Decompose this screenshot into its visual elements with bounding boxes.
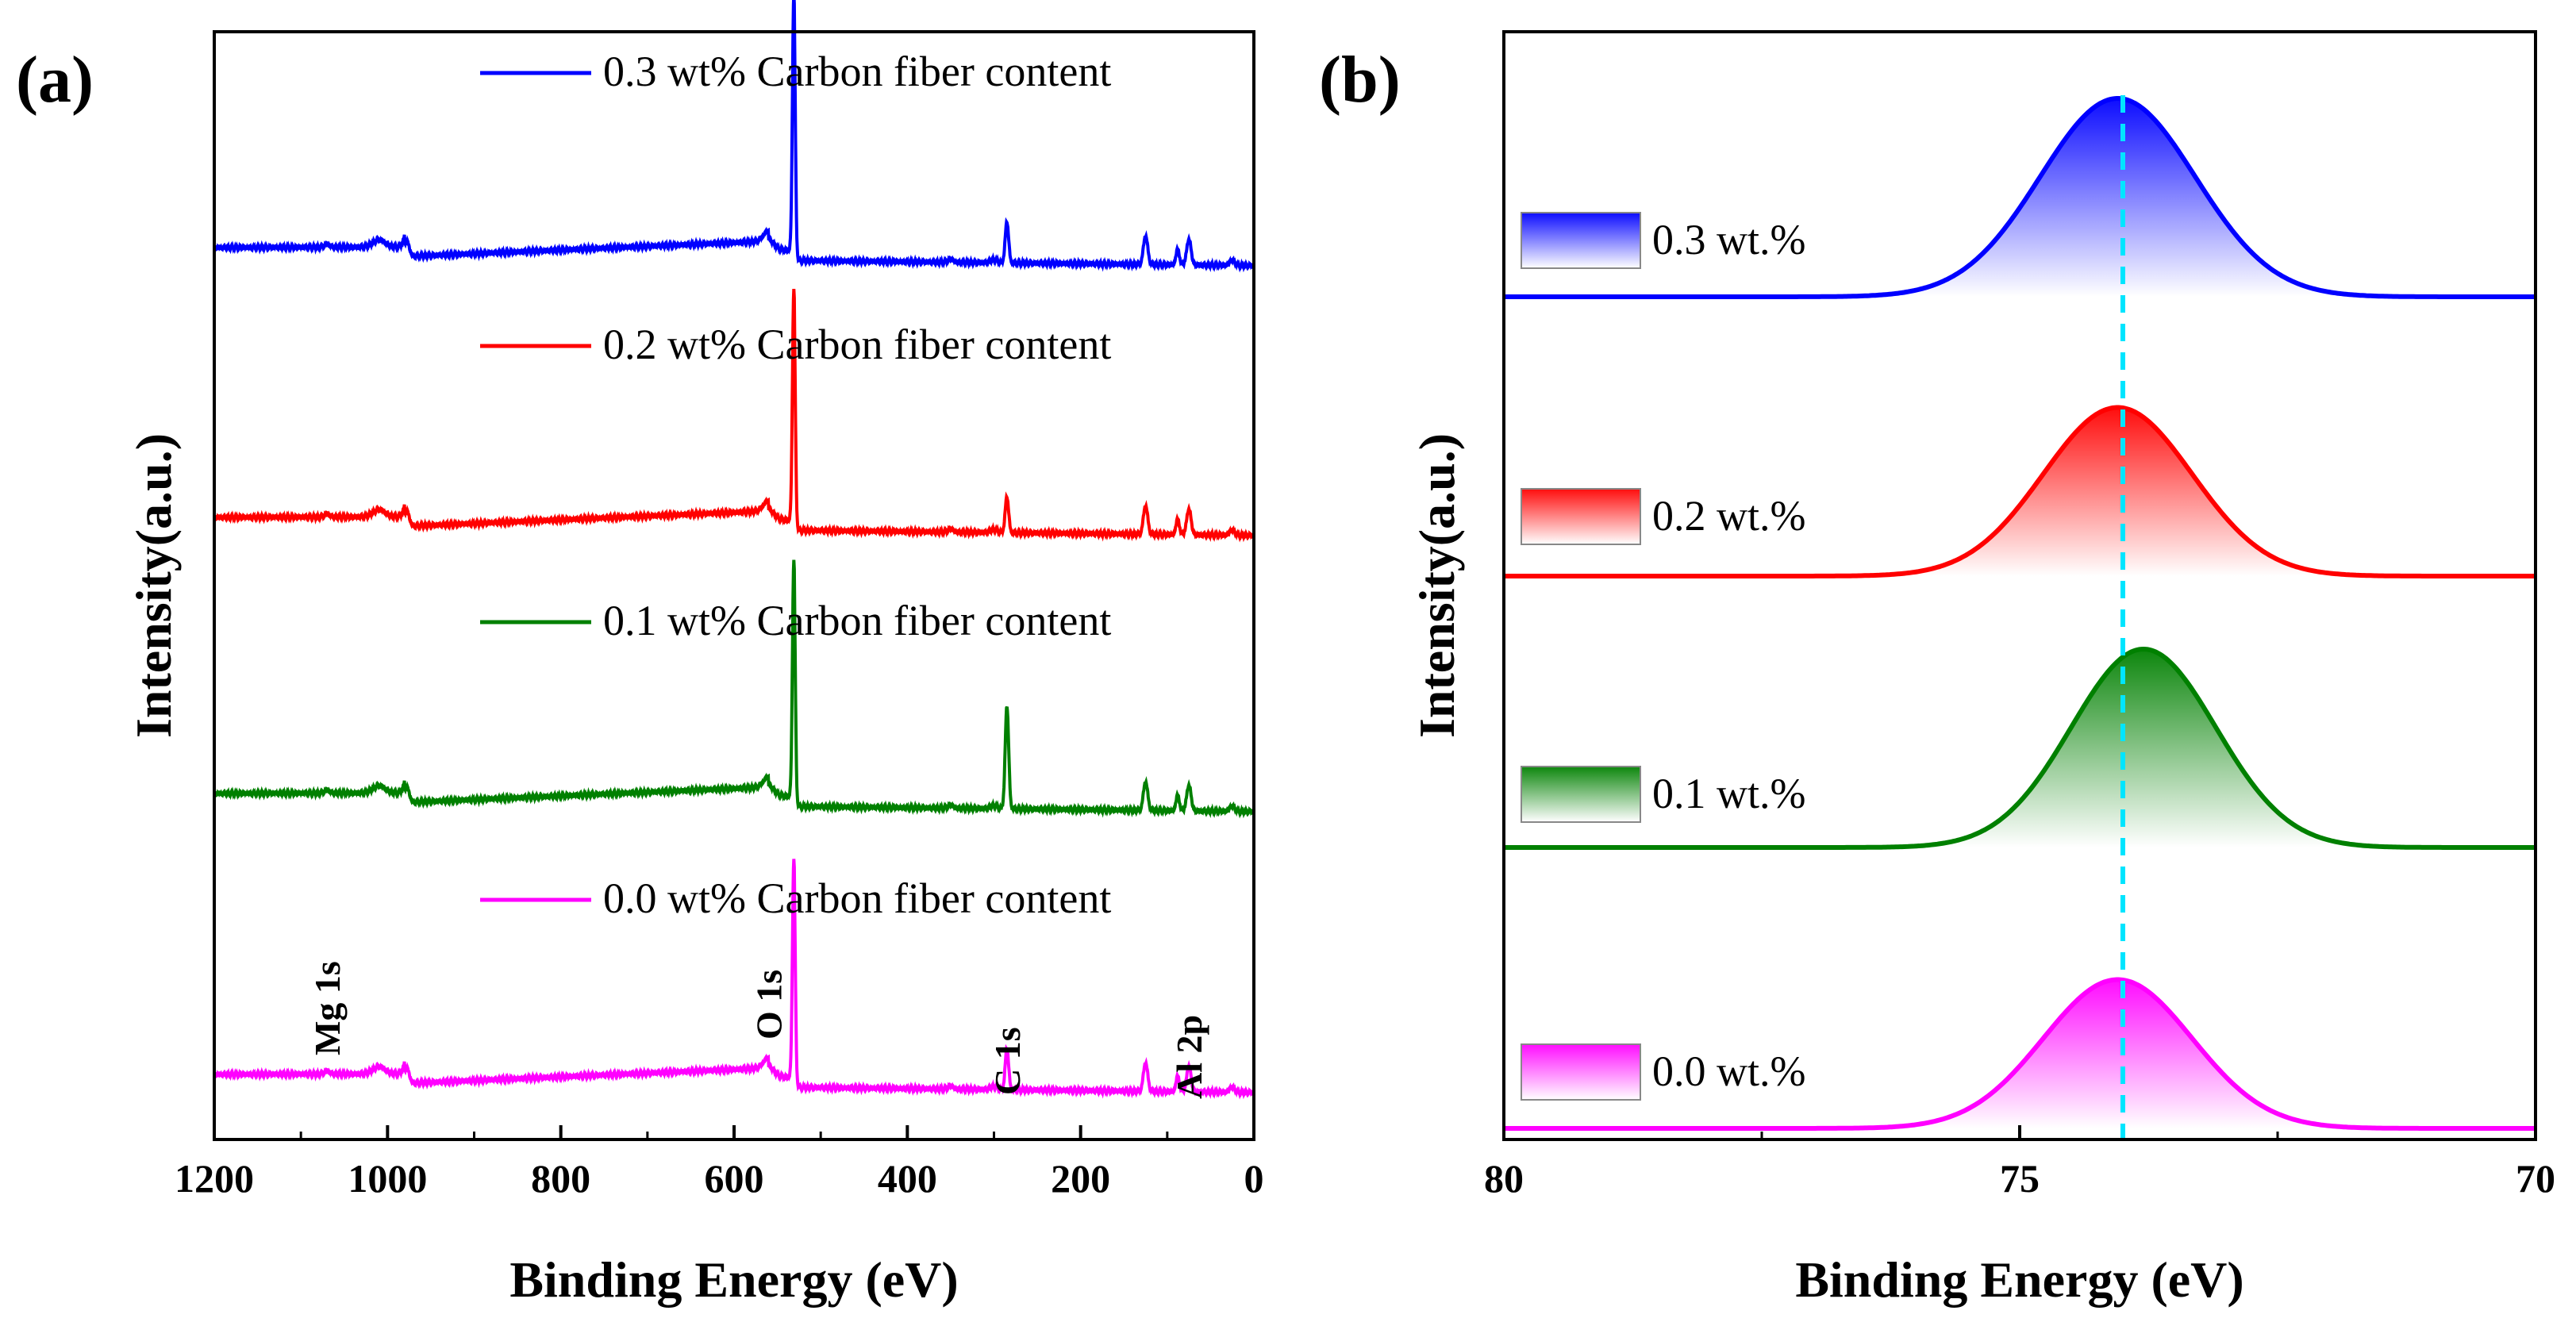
panel-a-y-axis-title: Intensity(a.u.): [125, 433, 182, 738]
peak-label-c-1s: C 1s: [987, 1027, 1028, 1095]
peak-label-mg-1s: Mg 1s: [307, 961, 348, 1055]
legend-swatch-0-2-wt: [1521, 488, 1641, 545]
legend-label-0-2-wt-carbon-fiber-content: 0.2 wt% Carbon fiber content: [603, 321, 1111, 368]
x-tick-label-70: 70: [2516, 1156, 2555, 1201]
panel-b-legend: 0.3 wt.% 0.2 wt.% 0.1 wt.% 0.0 wt.%: [1521, 212, 1805, 1101]
panel-b-x-ticks: 80 75 70: [1484, 1125, 2555, 1201]
panel-b-label: (b): [1319, 43, 1401, 117]
panel-b-frame: [1502, 30, 2537, 1141]
panel-b-traces: [1504, 96, 2536, 1131]
peak-trace-0-0-wt: [1504, 977, 2536, 1131]
legend-label-0-3-wt: 0.3 wt.%: [1652, 216, 1805, 263]
panel-a-frame: [213, 30, 1255, 1141]
legend-label-0-1-wt-carbon-fiber-content: 0.1 wt% Carbon fiber content: [603, 597, 1111, 644]
legend-swatch-0-1-wt: [1521, 766, 1641, 823]
panel-a-label: (a): [16, 43, 94, 117]
panel-a: (a) 0.3 wt% Carbon fiber content 0.2 wt% …: [16, 0, 1264, 1308]
legend-swatch-0-3-wt: [1521, 212, 1641, 269]
panel-a-x-ticks: 1200 1000 800 600 400 200 0: [175, 1125, 1264, 1201]
survey-trace-0-2-wt-carbon-fiber-content: [213, 288, 1255, 543]
peak-fill-0-2-wt: [1504, 407, 2536, 576]
peak-trace-0-3-wt: [1504, 96, 2536, 299]
legend-swatch-0-0-wt: [1521, 1043, 1641, 1101]
x-tick-label-0: 0: [1244, 1156, 1264, 1201]
panel-b-y-axis-title: Intensity(a.u.): [1409, 433, 1465, 738]
panel-b-x-axis-title: Binding Energy (eV): [1795, 1251, 2243, 1308]
survey-trace-0-0-wt-carbon-fiber-content: [213, 859, 1255, 1100]
panel-a-legend: 0.3 wt% Carbon fiber content 0.2 wt% Carb…: [480, 48, 1111, 922]
legend-label-0-3-wt-carbon-fiber-content: 0.3 wt% Carbon fiber content: [603, 48, 1111, 95]
legend-label-0-2-wt: 0.2 wt.%: [1652, 492, 1805, 540]
x-tick-label-80: 80: [1484, 1156, 1524, 1201]
peak-fill-0-1-wt: [1504, 649, 2536, 847]
peak-trace-0-1-wt: [1504, 646, 2536, 850]
peak-label-al-2p: Al 2p: [1169, 1015, 1209, 1099]
peak-trace-0-2-wt: [1504, 405, 2536, 578]
x-tick-label-1000: 1000: [348, 1156, 427, 1201]
survey-trace-0-1-wt-carbon-fiber-content: [213, 559, 1255, 819]
x-tick-label-400: 400: [878, 1156, 937, 1201]
peak-fill-0-3-wt: [1504, 98, 2536, 297]
x-tick-label-600: 600: [705, 1156, 764, 1201]
legend-label-0-0-wt-carbon-fiber-content: 0.0 wt% Carbon fiber content: [603, 874, 1111, 922]
panel-b: (b) 0.3 wt.% 0.2 wt.% 0.1 wt.% 0.0 wt.% 80 7…: [1319, 30, 2555, 1308]
panel-a-traces: [213, 0, 1255, 1100]
x-tick-label-75: 75: [2000, 1156, 2040, 1201]
peak-label-o-1s: O 1s: [749, 970, 790, 1040]
peak-fill-0-0-wt: [1504, 979, 2536, 1128]
legend-label-0-0-wt: 0.0 wt.%: [1652, 1047, 1805, 1095]
panel-a-x-axis-title: Binding Energy (eV): [509, 1251, 958, 1308]
x-tick-label-200: 200: [1051, 1156, 1110, 1201]
x-tick-label-1200: 1200: [175, 1156, 254, 1201]
survey-trace-0-3-wt-carbon-fiber-content: [213, 0, 1255, 273]
panel-a-annotations: Mg 1s O 1s C 1s Al 2p: [307, 961, 1209, 1099]
legend-label-0-1-wt: 0.1 wt.%: [1652, 770, 1805, 817]
x-tick-label-800: 800: [531, 1156, 590, 1201]
